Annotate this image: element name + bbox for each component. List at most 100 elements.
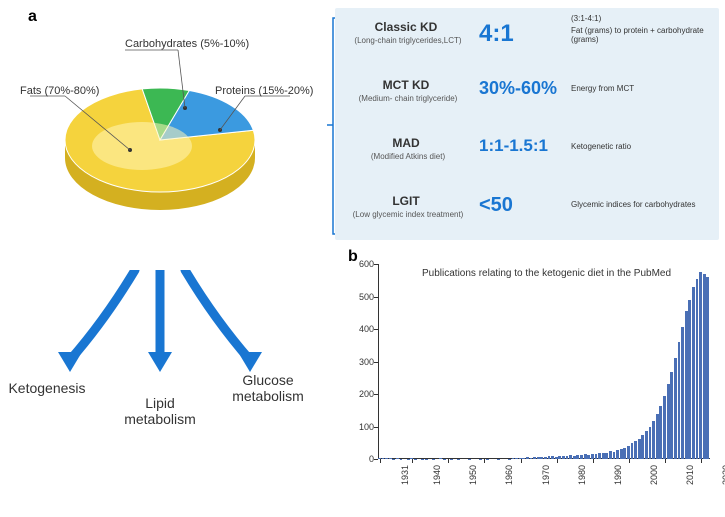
bar xyxy=(659,406,662,459)
bar xyxy=(558,456,561,459)
bar xyxy=(396,458,399,459)
kd-row-1: MCT KD (Medium- chain triglyceride) 30%-60… xyxy=(335,66,719,124)
bar xyxy=(389,458,392,459)
process-ketogenesis: Ketogenesis xyxy=(0,380,102,396)
bar xyxy=(645,431,648,459)
bar xyxy=(674,358,677,459)
bar xyxy=(537,457,540,459)
kd-big-value: 30%-60% xyxy=(479,78,557,99)
bar xyxy=(587,455,590,459)
bar xyxy=(584,454,587,459)
bar xyxy=(533,457,536,459)
bar xyxy=(631,443,634,459)
xtick-label: 1980 xyxy=(577,465,587,485)
ytick-label: 500 xyxy=(350,292,374,302)
kd-name: MCT KD xyxy=(341,78,471,92)
ytick-label: 100 xyxy=(350,422,374,432)
kd-name: Classic KD xyxy=(341,20,471,34)
kd-big-value: 4:1 xyxy=(479,20,514,48)
bar xyxy=(613,452,616,459)
bar xyxy=(616,450,619,459)
bar-chart-panel: Publications relating to the ketogenic d… xyxy=(340,252,720,512)
xtick-label: 1960 xyxy=(504,465,514,485)
bar xyxy=(652,421,655,459)
ytick-label: 0 xyxy=(350,454,374,464)
bar xyxy=(551,456,554,459)
bar xyxy=(692,287,695,459)
bar-chart-title: Publications relating to the ketogenic d… xyxy=(422,268,671,279)
kd-desc: Energy from MCT xyxy=(571,84,715,93)
kd-row-2: MAD (Modified Atkins diet) 1:1-1.5:1 Ketoge… xyxy=(335,124,719,182)
bar xyxy=(385,458,388,459)
bar xyxy=(696,279,699,459)
kd-big-value: 1:1-1.5:1 xyxy=(479,136,548,156)
kd-name: MAD xyxy=(341,136,471,150)
bar xyxy=(685,311,688,459)
bar xyxy=(699,272,702,459)
bar xyxy=(602,453,605,459)
kd-row-3: LGIT(Low glycemic index treatment)<50Gly… xyxy=(335,182,719,240)
bar xyxy=(566,456,569,459)
bar xyxy=(526,457,529,459)
bar xyxy=(638,439,641,459)
bar xyxy=(605,453,608,460)
bar xyxy=(627,446,630,459)
kd-sub: (Modified Atkins diet) xyxy=(341,152,475,161)
pie-label-proteins: Proteins (15%-20%) xyxy=(215,85,313,97)
process-glucose: Glucose metabolism xyxy=(218,372,318,404)
bar xyxy=(573,456,576,459)
bar xyxy=(580,455,583,459)
kd-sup: (3:1-4:1) xyxy=(571,14,601,23)
xtick-label: 1990 xyxy=(613,465,623,485)
bar xyxy=(656,414,659,460)
kd-desc: Glycemic indices for carbohydrates xyxy=(571,200,715,209)
bar xyxy=(634,441,637,459)
bar xyxy=(609,451,612,459)
kd-desc: Ketogenetic ratio xyxy=(571,142,715,151)
bar xyxy=(663,396,666,459)
ytick-label: 200 xyxy=(350,389,374,399)
bar xyxy=(530,458,533,459)
bar xyxy=(576,455,579,459)
ytick-label: 400 xyxy=(350,324,374,334)
bar xyxy=(522,458,525,459)
bar xyxy=(382,458,385,459)
kd-name: LGIT xyxy=(341,194,471,208)
bar xyxy=(703,274,706,459)
left-panel: Fats (70%-80%) Carbohydrates (5%-10%) Pr… xyxy=(0,0,330,517)
process-arrows xyxy=(30,270,290,370)
xtick-label: 2000 xyxy=(649,465,659,485)
bar xyxy=(544,457,547,459)
bar-chart-area: Publications relating to the ketogenic d… xyxy=(378,264,710,459)
xtick-label: 2020 xyxy=(721,465,725,485)
ytick-label: 600 xyxy=(350,259,374,269)
kd-sub: (Medium- chain triglyceride) xyxy=(341,94,475,103)
pie-chart-area: Fats (70%-80%) Carbohydrates (5%-10%) Pr… xyxy=(30,40,290,260)
bar xyxy=(667,384,670,459)
pie-label-carbs: Carbohydrates (5%-10%) xyxy=(125,38,249,50)
pie-label-fats: Fats (70%-80%) xyxy=(20,85,99,97)
kd-types-panel: Classic KD (Long-chain triglycerides,LCT)… xyxy=(335,8,719,240)
process-lipid: Lipid metabolism xyxy=(110,395,210,427)
xtick-label: 1950 xyxy=(468,465,478,485)
ytick-label: 300 xyxy=(350,357,374,367)
xtick-label: 1931 xyxy=(400,465,410,485)
bar xyxy=(706,277,709,459)
bar xyxy=(688,300,691,459)
bar xyxy=(670,372,673,459)
pie-chart-svg xyxy=(30,40,290,240)
kd-sub: (Long-chain triglycerides,LCT) xyxy=(341,36,475,45)
bar xyxy=(548,456,551,459)
bar xyxy=(515,458,518,459)
bar xyxy=(540,457,543,459)
bar xyxy=(512,458,515,459)
kd-big-value: <50 xyxy=(479,194,513,217)
bar xyxy=(598,453,601,459)
bar xyxy=(649,427,652,460)
bar xyxy=(623,448,626,459)
kd-row-0: Classic KD (Long-chain triglycerides,LCT)… xyxy=(335,8,719,66)
bar xyxy=(641,435,644,459)
bar xyxy=(681,327,684,459)
bar xyxy=(562,456,565,459)
bar xyxy=(678,342,681,459)
